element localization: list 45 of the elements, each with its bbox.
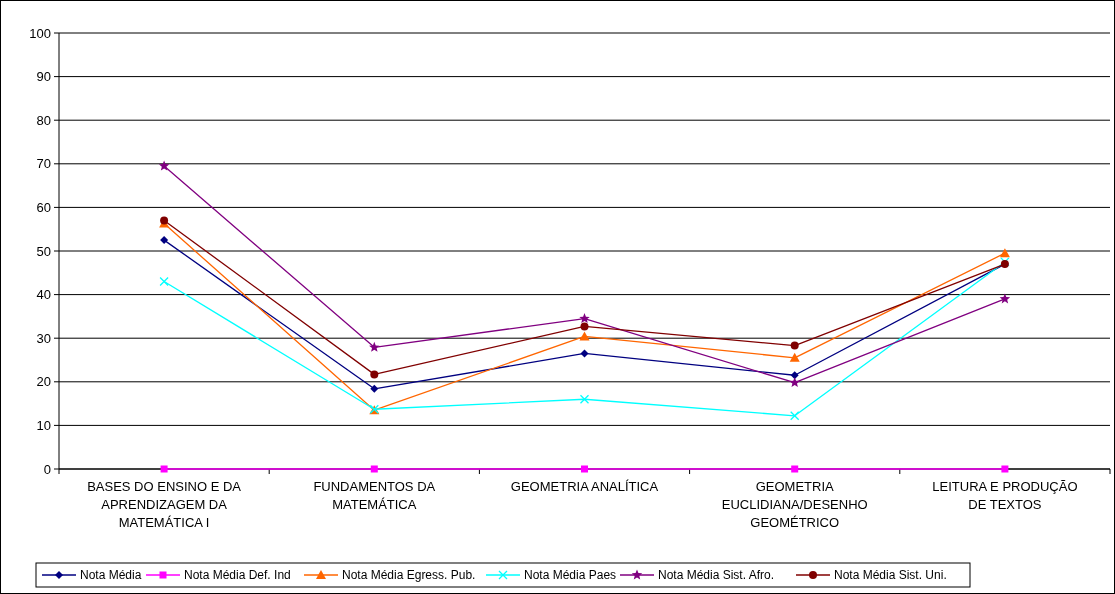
y-tick-label: 50 <box>36 243 51 259</box>
point <box>158 160 170 171</box>
y-tick-label: 90 <box>36 69 51 85</box>
y-tick-label: 60 <box>36 199 51 215</box>
point <box>999 293 1011 304</box>
point <box>790 341 799 350</box>
y-tick-label: 30 <box>36 330 51 346</box>
point <box>370 465 378 473</box>
x-tick-label: GEOMETRIA ANALÍTICA <box>510 479 659 494</box>
point <box>160 236 169 245</box>
point <box>790 411 800 421</box>
legend-label: Nota Média <box>80 568 142 583</box>
x-tick-label: FUNDAMENTOS DA MATEMÁTICA <box>313 479 436 512</box>
point <box>160 465 168 473</box>
point <box>580 322 589 331</box>
point <box>369 341 380 352</box>
point <box>579 331 590 341</box>
point <box>580 349 589 358</box>
legend-label: Nota Média Sist. Afro. <box>658 568 775 583</box>
legend-label: Nota Média Def. Ind <box>184 568 291 583</box>
x-tick-label: BASES DO ENSINO E DA APRENDIZAGEM DA MATEMÁTICA I <box>87 479 242 530</box>
y-tick-label: 80 <box>36 112 51 128</box>
y-tick-label: 40 <box>36 287 51 303</box>
y-tick-label: 20 <box>36 374 51 390</box>
y-tick-label: 10 <box>36 417 51 433</box>
point <box>999 248 1010 258</box>
legend-label: Nota Média Sist. Uni. <box>834 568 947 583</box>
x-tick-label: GEOMETRIA EUCLIDIANA/DESENHO GEOMÉTRICO <box>721 479 868 530</box>
point <box>1001 465 1009 473</box>
point <box>789 352 800 362</box>
point <box>579 313 590 324</box>
y-tick-label: 100 <box>29 25 51 41</box>
legend-label: Nota Média Paes <box>524 568 617 583</box>
y-tick-label: 0 <box>43 461 51 477</box>
point <box>789 377 800 388</box>
point <box>581 465 588 473</box>
y-tick-label: 70 <box>36 156 51 172</box>
point <box>791 465 799 473</box>
x-tick-label: LEITURA E PRODUÇÃO DE TEXTOS <box>932 479 1078 512</box>
point <box>159 276 169 287</box>
legend-label: Nota Média Egress. Pub. <box>342 568 476 583</box>
point <box>370 384 379 393</box>
point <box>370 370 379 379</box>
point <box>790 371 799 380</box>
point <box>579 394 590 404</box>
